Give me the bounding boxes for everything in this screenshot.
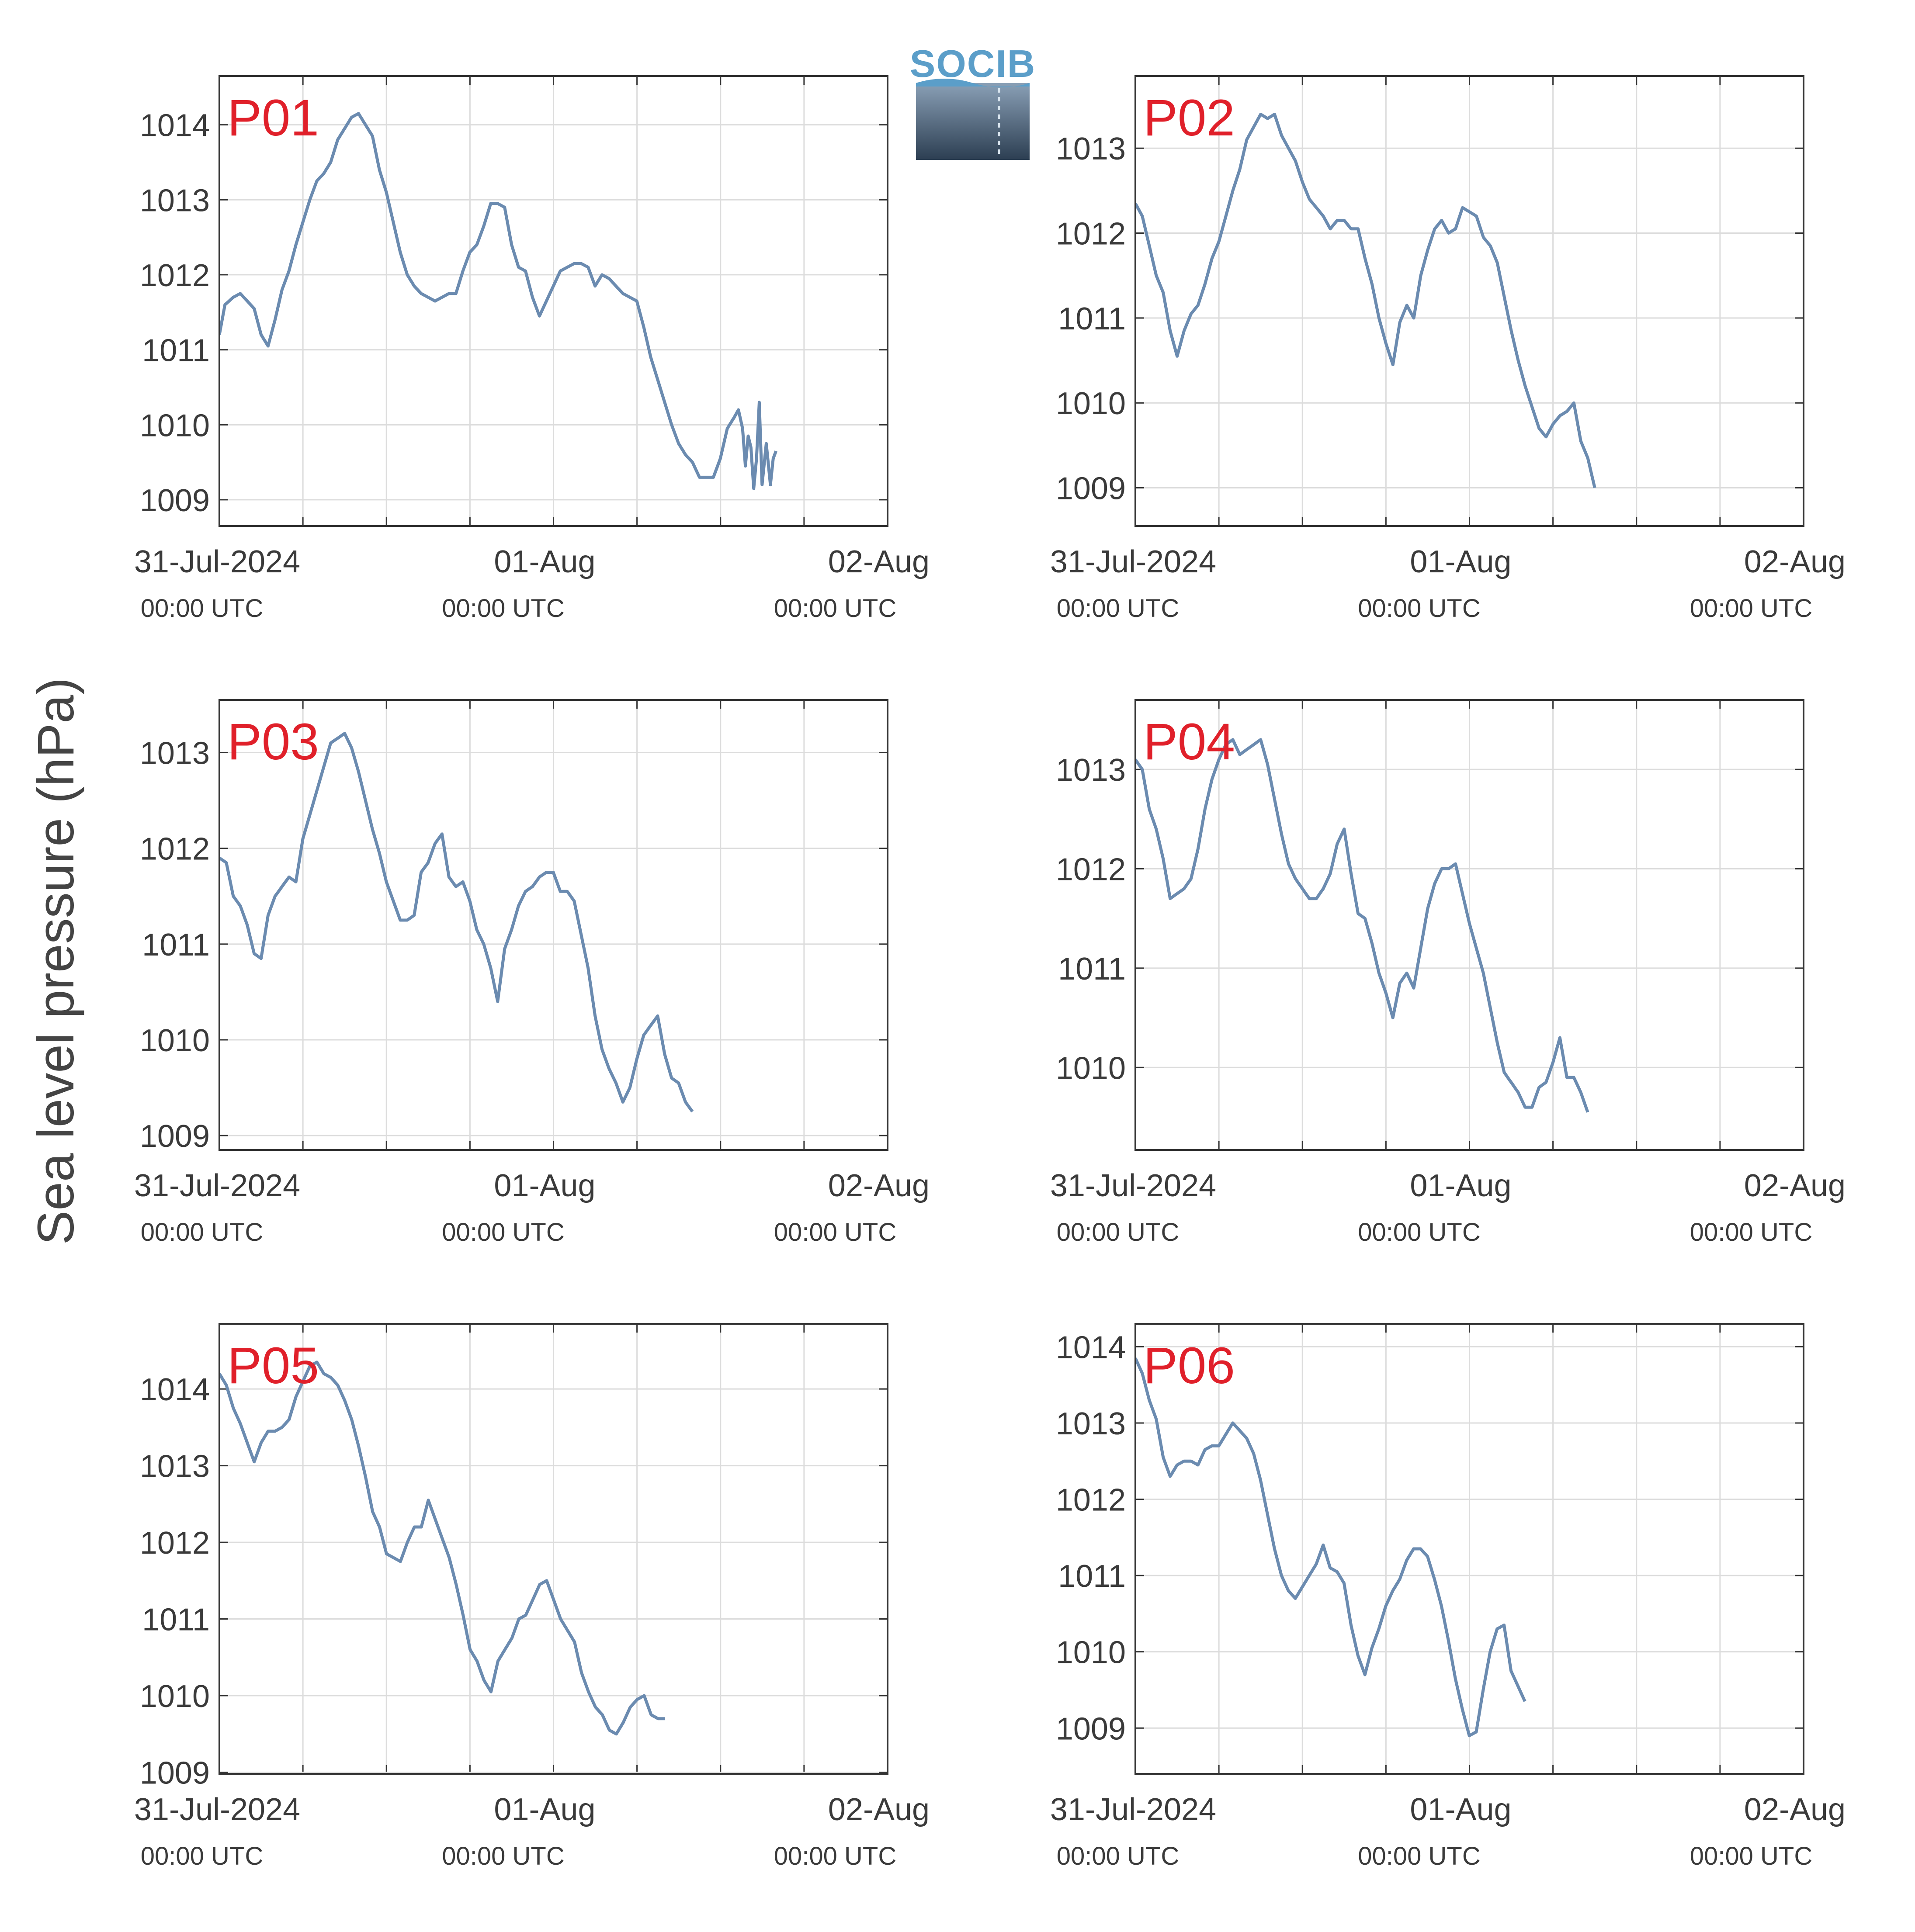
x-tick-sublabel: 00:00 UTC <box>1690 594 1812 623</box>
axes-frame <box>1134 1323 1804 1775</box>
y-tick-label: 1010 <box>140 1679 210 1714</box>
x-tick-label: 02-Aug <box>1744 544 1846 579</box>
panel-label: P03 <box>227 713 319 771</box>
y-tick-label: 1009 <box>140 483 210 518</box>
x-tick-label: 01-Aug <box>494 544 595 579</box>
series-line-p02 <box>1135 113 1596 488</box>
x-tick-sublabel: 00:00 UTC <box>1690 1842 1812 1870</box>
y-tick-label: 1010 <box>1056 1635 1126 1670</box>
y-tick-label: 1011 <box>1058 301 1126 336</box>
x-tick-sublabel: 00:00 UTC <box>141 594 263 623</box>
y-tick-label: 1010 <box>1056 386 1126 421</box>
y-tick-label: 1012 <box>140 258 210 293</box>
panel-label: P06 <box>1143 1337 1235 1395</box>
series-line-p04 <box>1135 738 1589 1113</box>
series-line-p05 <box>219 1361 665 1736</box>
x-tick-label: 02-Aug <box>828 544 930 579</box>
x-tick-sublabel: 00:00 UTC <box>442 1842 564 1870</box>
y-tick-label: 1014 <box>140 108 210 143</box>
y-tick-label: 1010 <box>140 408 210 443</box>
x-tick-label: 02-Aug <box>1744 1792 1846 1827</box>
y-tick-label: 1013 <box>140 736 210 771</box>
y-tick-label: 1013 <box>1056 753 1126 788</box>
x-tick-label: 01-Aug <box>1410 1168 1511 1203</box>
axes-frame <box>1134 699 1804 1151</box>
y-tick-label: 1012 <box>140 832 210 867</box>
x-tick-sublabel: 00:00 UTC <box>774 594 896 623</box>
x-tick-sublabel: 00:00 UTC <box>1057 1842 1179 1870</box>
y-tick-label: 1013 <box>140 183 210 218</box>
y-axis-label: Sea level pressure (hPa) <box>27 678 85 1245</box>
x-tick-sublabel: 00:00 UTC <box>1690 1218 1812 1246</box>
panel-label: P04 <box>1143 713 1235 771</box>
socib-logo: SOCIB <box>910 42 1036 160</box>
y-tick-label: 1010 <box>140 1023 210 1058</box>
y-tick-label: 1012 <box>1056 852 1126 887</box>
y-tick-label: 1011 <box>1058 1559 1126 1594</box>
y-tick-label: 1012 <box>1056 1483 1126 1518</box>
y-tick-label: 1013 <box>140 1449 210 1484</box>
x-tick-sublabel: 00:00 UTC <box>1057 594 1179 623</box>
axes-frame <box>219 75 888 527</box>
series-line-p06 <box>1135 1357 1526 1738</box>
x-tick-label: 01-Aug <box>494 1168 595 1203</box>
y-tick-label: 1009 <box>140 1755 210 1790</box>
y-tick-label: 1009 <box>1056 1711 1126 1746</box>
panel-label: P05 <box>227 1337 319 1395</box>
x-tick-sublabel: 00:00 UTC <box>1358 1218 1480 1246</box>
panel-p03: 1009 1010 1011 1012 1013 P03 31-Jul-2024 00:00 … <box>134 699 930 1246</box>
x-tick-sublabel: 00:00 UTC <box>442 1218 564 1246</box>
y-tick-label: 1009 <box>140 1119 210 1154</box>
panel-p06: 1009 1010 1011 1012 1013 1014 P06 31-Jul-2024 00… <box>1050 1323 1846 1870</box>
logo-text: SOCIB <box>910 42 1036 85</box>
y-tick-label: 1013 <box>1056 1406 1126 1441</box>
x-tick-sublabel: 00:00 UTC <box>1358 594 1480 623</box>
y-tick-label: 1013 <box>1056 132 1126 166</box>
y-tick-label: 1011 <box>142 333 210 368</box>
logo-wave <box>916 79 1030 87</box>
x-tick-sublabel: 00:00 UTC <box>1057 1218 1179 1246</box>
axes-frame <box>219 1323 888 1775</box>
y-tick-label: 1014 <box>140 1372 210 1407</box>
x-tick-sublabel: 00:00 UTC <box>1358 1842 1480 1870</box>
x-tick-label: 31-Jul-2024 <box>1050 1792 1216 1827</box>
y-tick-label: 1010 <box>1056 1051 1126 1086</box>
panel-p05: 1009 1010 1011 1012 1013 1014 P05 31-Jul-2024 00… <box>134 1323 930 1870</box>
y-tick-label: 1011 <box>1058 952 1126 987</box>
series-line-p03 <box>219 732 694 1113</box>
panel-label: P01 <box>227 89 319 147</box>
panel-label: P02 <box>1143 89 1235 147</box>
x-tick-label: 02-Aug <box>828 1792 930 1827</box>
axes-frame <box>1134 75 1804 527</box>
x-tick-sublabel: 00:00 UTC <box>141 1218 263 1246</box>
panel-grid: 1009 1010 1011 1012 1013 1014 P01 31-Jul-2024 00… <box>134 75 1846 1870</box>
panel-p04: 1010 1011 1012 1013 P04 31-Jul-2024 00:00 UTC 0… <box>1050 699 1846 1246</box>
x-tick-label: 31-Jul-2024 <box>134 1168 300 1203</box>
x-tick-label: 02-Aug <box>828 1168 930 1203</box>
y-tick-label: 1012 <box>140 1526 210 1561</box>
y-tick-label: 1009 <box>1056 471 1126 506</box>
series-line-p01 <box>219 112 777 490</box>
x-tick-sublabel: 00:00 UTC <box>442 594 564 623</box>
x-tick-sublabel: 00:00 UTC <box>774 1218 896 1246</box>
x-tick-label: 02-Aug <box>1744 1168 1846 1203</box>
y-tick-label: 1011 <box>142 928 210 963</box>
x-tick-sublabel: 00:00 UTC <box>141 1842 263 1870</box>
x-tick-label: 31-Jul-2024 <box>1050 544 1216 579</box>
y-tick-label: 1011 <box>142 1603 210 1638</box>
x-tick-label: 01-Aug <box>494 1792 595 1827</box>
axes-frame <box>219 699 888 1151</box>
logo-block <box>916 83 1030 160</box>
x-tick-label: 31-Jul-2024 <box>134 1792 300 1827</box>
y-tick-label: 1014 <box>1056 1330 1126 1365</box>
x-tick-sublabel: 00:00 UTC <box>774 1842 896 1870</box>
x-tick-label: 01-Aug <box>1410 1792 1511 1827</box>
x-tick-label: 31-Jul-2024 <box>134 544 300 579</box>
panel-p01: 1009 1010 1011 1012 1013 1014 P01 31-Jul-2024 00… <box>134 75 930 623</box>
x-tick-label: 31-Jul-2024 <box>1050 1168 1216 1203</box>
x-tick-label: 01-Aug <box>1410 544 1511 579</box>
y-tick-label: 1012 <box>1056 217 1126 252</box>
panel-p02: 1009 1010 1011 1012 1013 P02 31-Jul-2024 00:00 … <box>1050 75 1846 623</box>
